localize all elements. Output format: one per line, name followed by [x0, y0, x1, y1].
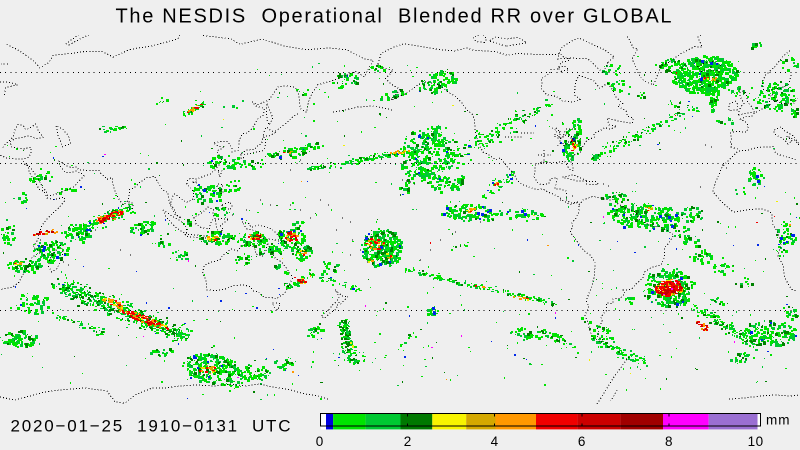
svg-text:2020−01−25 1910−0131 UTC: 2020−01−25 1910−0131 UTC	[11, 417, 292, 436]
svg-text:6: 6	[578, 434, 586, 449]
svg-text:4: 4	[491, 434, 499, 449]
svg-text:2: 2	[404, 434, 412, 449]
svg-text:The NESDIS Operational Blend: The NESDIS Operational Blended RR over G…	[116, 6, 673, 28]
svg-text:8: 8	[665, 434, 673, 449]
svg-text:mm: mm	[766, 413, 791, 428]
svg-text:0: 0	[316, 434, 324, 449]
svg-text:10: 10	[748, 434, 764, 449]
